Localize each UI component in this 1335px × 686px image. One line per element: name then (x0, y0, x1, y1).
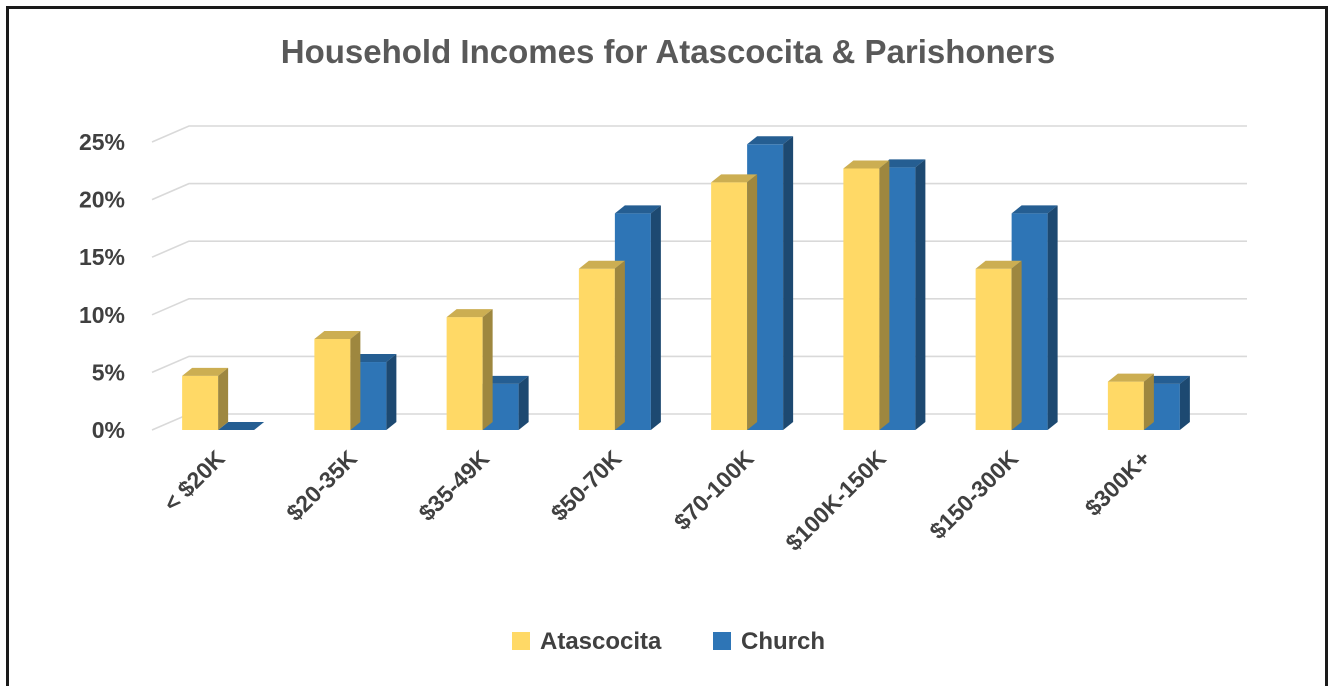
x-tick-label: $100K-150K (780, 445, 891, 556)
gridline (152, 299, 1247, 315)
gridline (152, 241, 1247, 257)
y-axis-ticks: 0% 5% 10% 15% 20% 25% (79, 129, 125, 443)
bars (182, 136, 1190, 430)
x-tick-label: $20-35K (281, 445, 362, 526)
bar-atascocita (976, 261, 1022, 430)
x-tick-label: $300K+ (1080, 445, 1156, 521)
legend-swatch (512, 632, 530, 650)
y-tick-label: 20% (79, 187, 125, 213)
legend-label: Atascocita (540, 628, 662, 655)
x-tick-label: $50-70K (546, 445, 627, 526)
x-tick-label: $70-100K (669, 445, 759, 535)
bar-atascocita (314, 331, 360, 430)
legend: Atascocita Church (512, 628, 825, 655)
legend-item: Church (713, 628, 825, 655)
gridline (152, 184, 1247, 200)
y-tick-label: 15% (79, 244, 125, 270)
y-tick-label: 10% (79, 302, 125, 328)
y-tick-label: 0% (92, 417, 125, 443)
legend-label: Church (741, 628, 825, 655)
x-tick-label: $150-300K (924, 445, 1023, 544)
x-tick-label: < $20K (158, 445, 230, 517)
bar-atascocita (843, 160, 889, 430)
bar-atascocita (711, 174, 757, 430)
legend-swatch (713, 632, 731, 650)
bar-atascocita (579, 261, 625, 430)
bar-atascocita (182, 368, 228, 430)
y-tick-label: 25% (79, 129, 125, 155)
y-tick-label: 5% (92, 359, 125, 385)
x-axis-ticks: < $20K $20-35K $35-49K $50-70K $70-100K$100K… (158, 445, 1155, 556)
chart-title: Household Incomes for Atascocita & Paris… (281, 33, 1055, 70)
gridline (152, 126, 1247, 142)
x-tick-label: $35-49K (413, 445, 494, 526)
bar-atascocita (447, 309, 493, 430)
bar-atascocita (1108, 374, 1154, 430)
legend-item: Atascocita (512, 628, 662, 655)
